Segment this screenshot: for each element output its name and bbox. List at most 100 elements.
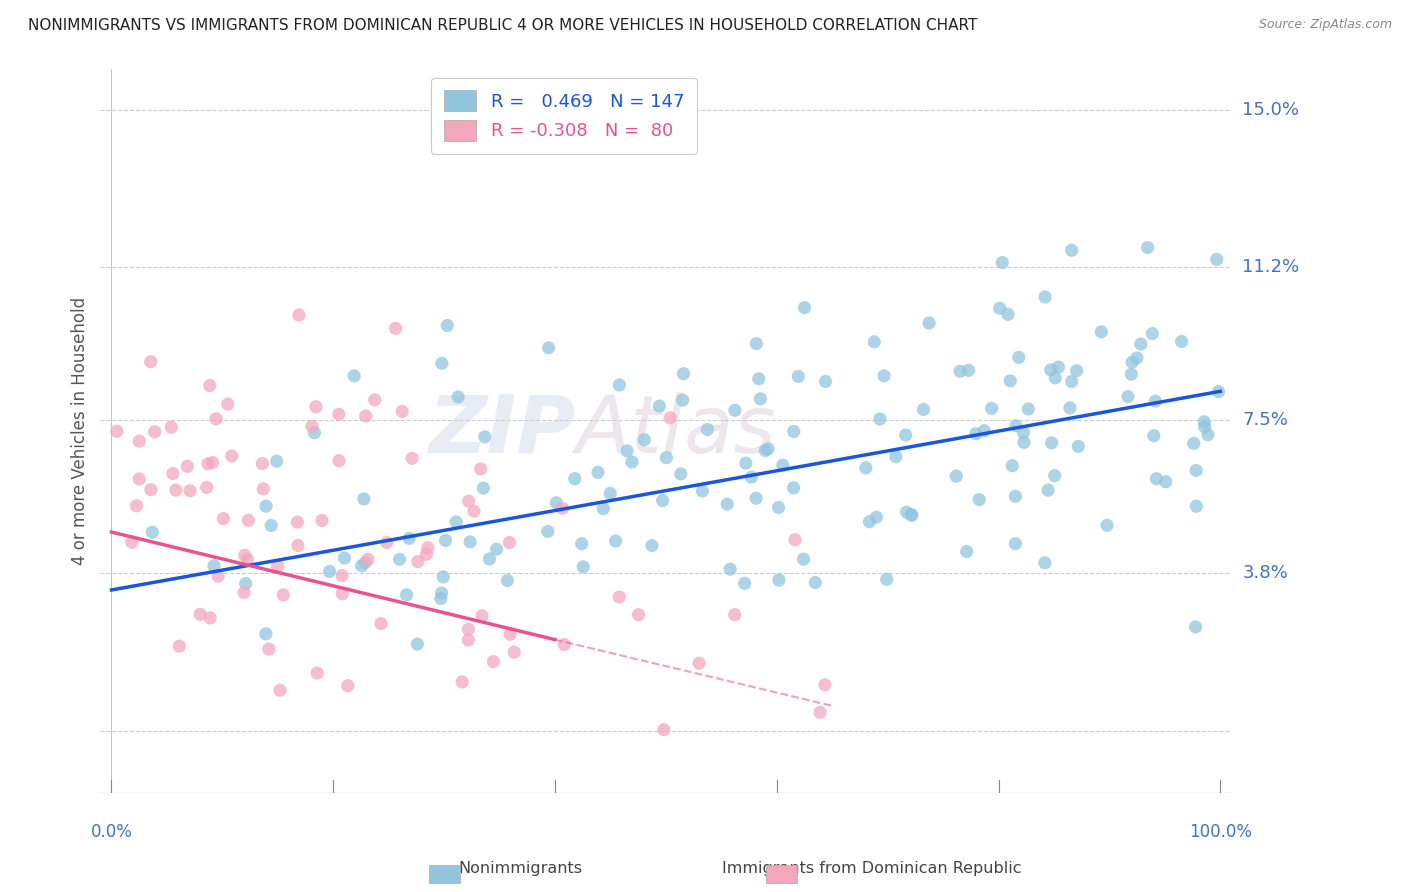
- Point: [139, 483, 162, 497]
- Point: [350, 558, 373, 573]
- Text: ZIP: ZIP: [427, 392, 575, 470]
- Point: [266, 454, 288, 468]
- Point: [793, 552, 815, 566]
- Point: [620, 455, 643, 469]
- Point: [287, 539, 309, 553]
- Point: [1045, 371, 1067, 385]
- Point: [447, 390, 470, 404]
- Point: [884, 450, 907, 464]
- Point: [391, 404, 413, 418]
- Point: [458, 534, 481, 549]
- Point: [165, 483, 187, 497]
- Point: [1001, 458, 1024, 473]
- Point: [616, 443, 638, 458]
- Point: [652, 723, 675, 737]
- Point: [894, 428, 917, 442]
- Point: [901, 508, 924, 523]
- Text: NONIMMIGRANTS VS IMMIGRANTS FROM DOMINICAN REPUBLIC 4 OR MORE VEHICLES IN HOUSEH: NONIMMIGRANTS VS IMMIGRANTS FROM DOMINIC…: [28, 18, 977, 33]
- Point: [195, 480, 218, 494]
- Point: [787, 369, 810, 384]
- Point: [343, 368, 366, 383]
- Point: [333, 551, 356, 566]
- Text: Source: ZipAtlas.com: Source: ZipAtlas.com: [1258, 18, 1392, 31]
- Point: [586, 466, 609, 480]
- Point: [716, 497, 738, 511]
- Point: [546, 496, 568, 510]
- Point: [496, 574, 519, 588]
- Text: Atlas: Atlas: [575, 392, 776, 470]
- Point: [238, 513, 260, 527]
- Point: [965, 426, 987, 441]
- Point: [354, 409, 377, 423]
- Point: [304, 425, 326, 440]
- Point: [485, 542, 508, 557]
- Point: [375, 535, 398, 549]
- Point: [370, 616, 392, 631]
- Text: 11.2%: 11.2%: [1243, 258, 1299, 277]
- Point: [918, 316, 941, 330]
- Point: [451, 674, 474, 689]
- Point: [1170, 334, 1192, 349]
- Point: [179, 483, 201, 498]
- Point: [1129, 337, 1152, 351]
- Text: 3.8%: 3.8%: [1243, 565, 1288, 582]
- Point: [498, 535, 520, 549]
- Point: [967, 492, 990, 507]
- Point: [1126, 351, 1149, 365]
- Point: [384, 321, 406, 335]
- Point: [1004, 536, 1026, 550]
- Point: [1008, 351, 1031, 365]
- Point: [1121, 368, 1143, 382]
- Point: [724, 403, 747, 417]
- Point: [202, 558, 225, 573]
- Point: [143, 425, 166, 439]
- Point: [756, 442, 779, 456]
- Point: [1197, 427, 1219, 442]
- Point: [233, 549, 256, 563]
- Point: [696, 422, 718, 436]
- Point: [160, 420, 183, 434]
- Point: [415, 547, 437, 561]
- Point: [748, 372, 770, 386]
- Point: [1039, 363, 1062, 377]
- Point: [176, 459, 198, 474]
- Point: [162, 467, 184, 481]
- Point: [768, 500, 790, 515]
- Point: [457, 632, 479, 647]
- Point: [991, 255, 1014, 269]
- Point: [463, 504, 485, 518]
- Point: [1146, 472, 1168, 486]
- Point: [307, 665, 329, 680]
- Point: [945, 469, 967, 483]
- Point: [1182, 436, 1205, 450]
- Point: [105, 425, 128, 439]
- Point: [1047, 360, 1070, 375]
- Point: [207, 569, 229, 583]
- Point: [434, 533, 457, 548]
- Point: [607, 590, 630, 604]
- Point: [804, 575, 827, 590]
- Point: [482, 655, 505, 669]
- Point: [1033, 290, 1056, 304]
- Point: [121, 535, 143, 549]
- Point: [997, 307, 1019, 321]
- Point: [1004, 489, 1026, 503]
- Point: [672, 367, 695, 381]
- Point: [1185, 500, 1208, 514]
- Point: [432, 570, 454, 584]
- Point: [1090, 325, 1112, 339]
- Point: [1194, 420, 1216, 434]
- Text: Immigrants from Dominican Republic: Immigrants from Dominican Republic: [721, 861, 1022, 876]
- Point: [1116, 390, 1139, 404]
- Point: [605, 534, 627, 549]
- Point: [457, 623, 479, 637]
- Point: [1208, 384, 1230, 399]
- Point: [949, 364, 972, 378]
- Point: [457, 494, 479, 508]
- Point: [254, 499, 277, 513]
- Point: [1012, 435, 1035, 450]
- Point: [328, 454, 350, 468]
- Point: [783, 425, 806, 439]
- Point: [128, 434, 150, 449]
- Point: [609, 378, 631, 392]
